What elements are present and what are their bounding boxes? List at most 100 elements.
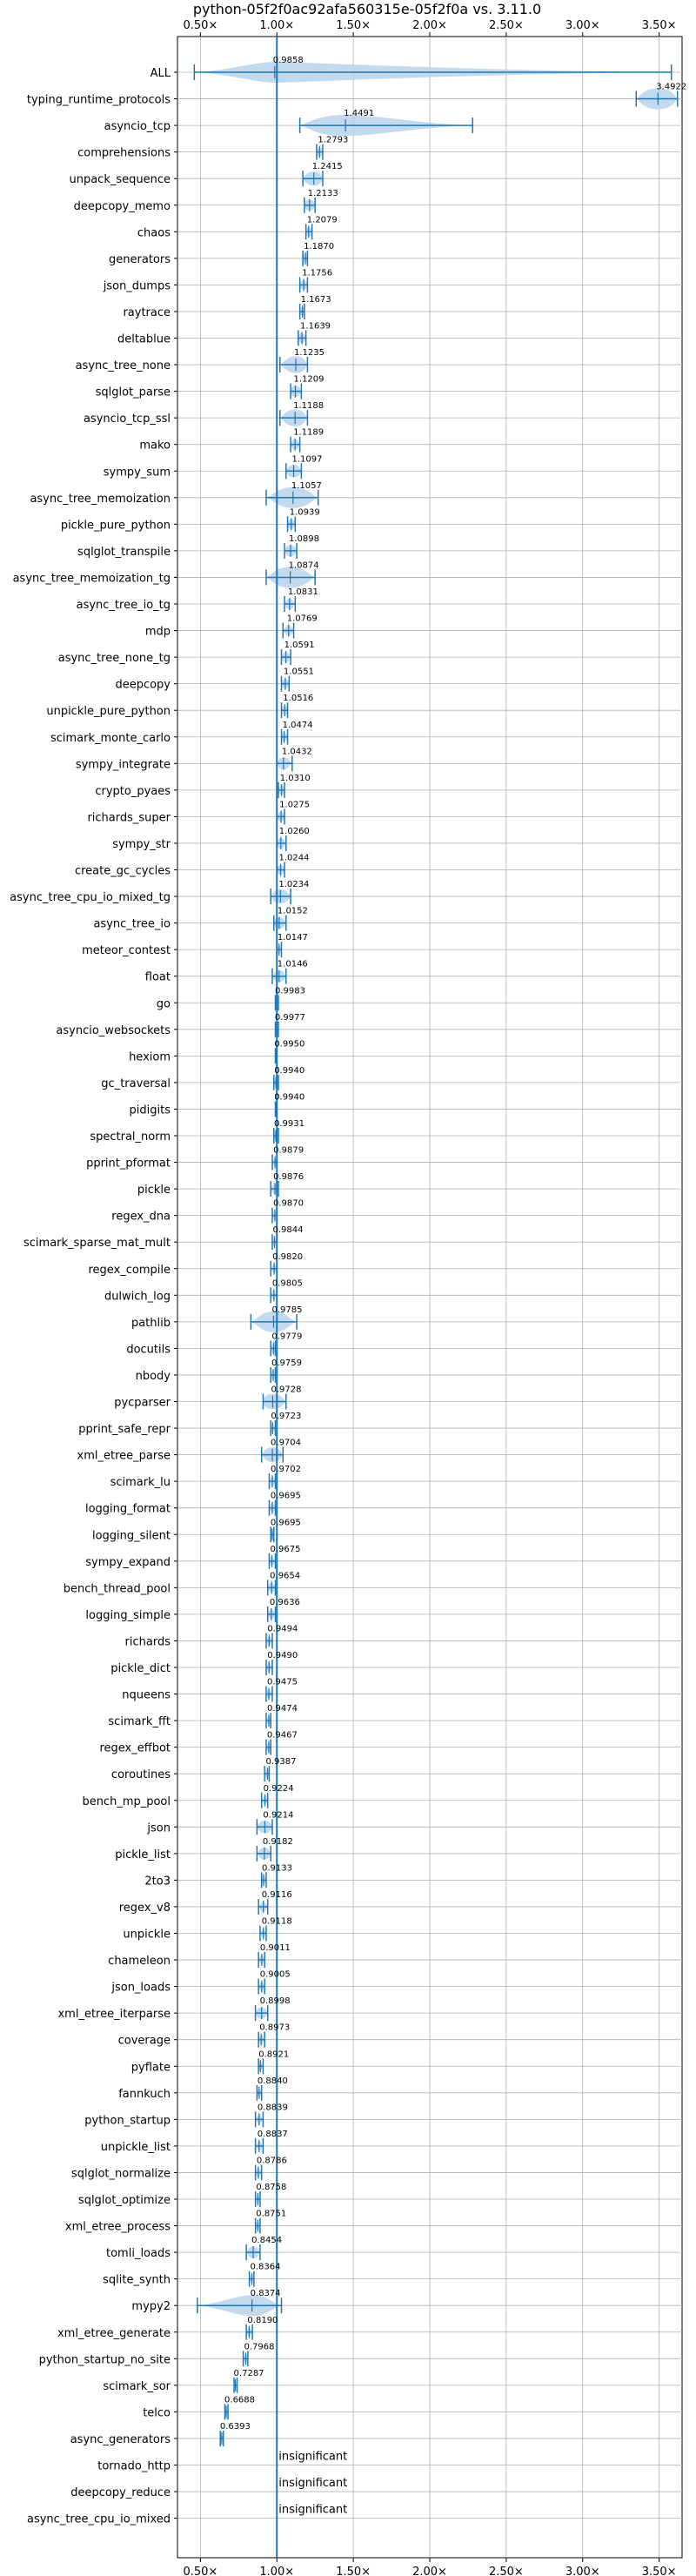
- insignificant-label: insignificant: [278, 2504, 347, 2517]
- value-label: 1.0591: [284, 641, 315, 650]
- value-label: 1.0275: [279, 800, 310, 809]
- tick-label-bottom: 2.50×: [489, 2566, 524, 2576]
- row-label: regex_effbot: [99, 1742, 171, 1755]
- row-label: richards_super: [87, 811, 171, 824]
- row-label: sqlglot_parse: [96, 386, 171, 399]
- row-label: async_tree_io_tg: [77, 599, 171, 612]
- row-label: chaos: [137, 226, 171, 239]
- row-label: float: [145, 971, 171, 984]
- row-label: pprint_pformat: [86, 1157, 171, 1171]
- row-label: unpickle_pure_python: [46, 705, 171, 718]
- value-label: 0.9214: [263, 1810, 293, 1820]
- value-label: 0.9005: [260, 1970, 291, 1980]
- value-label: 1.2133: [308, 189, 338, 198]
- value-label: 0.8786: [257, 2156, 287, 2165]
- row-label: meteor_contest: [82, 944, 171, 957]
- row-label: pickle_dict: [110, 1662, 171, 1675]
- row-label: scimark_monte_carlo: [50, 732, 171, 745]
- row-label: python_startup_no_site: [39, 2353, 171, 2366]
- value-label: 0.9940: [274, 1092, 304, 1102]
- row-label: pidigits: [130, 1104, 171, 1117]
- row-label: scimark_fft: [108, 1715, 171, 1728]
- row-label: regex_compile: [88, 1264, 171, 1277]
- tick-label-top: 3.50×: [642, 19, 677, 32]
- value-label: 0.8921: [258, 2049, 289, 2059]
- row-label: scimark_sparse_mat_mult: [23, 1237, 171, 1250]
- row-label: json: [146, 1821, 171, 1835]
- value-label: 1.1639: [300, 322, 331, 332]
- row-label: go: [157, 997, 171, 1010]
- value-label: 1.1209: [293, 375, 324, 385]
- row-label: deltablue: [117, 333, 171, 346]
- row-label: dulwich_log: [104, 1290, 171, 1303]
- tick-label-bottom: 1.50×: [336, 2566, 371, 2576]
- value-label: 1.4491: [344, 109, 374, 118]
- row-label: sympy_sum: [104, 466, 171, 479]
- row-label: deepcopy_reduce: [70, 2486, 171, 2499]
- tick-label-top: 2.00×: [412, 19, 447, 32]
- row-label: unpickle_list: [101, 2141, 171, 2154]
- value-label: 0.9805: [272, 1278, 303, 1288]
- value-label: 0.9011: [260, 1943, 291, 1953]
- value-label: 0.9133: [262, 1863, 292, 1873]
- value-label: 0.9723: [271, 1412, 301, 1421]
- value-label: 1.0769: [287, 614, 318, 624]
- tick-label-top: 1.50×: [336, 19, 371, 32]
- value-label: 1.1188: [293, 401, 324, 411]
- row-label: pickle: [137, 1184, 171, 1197]
- value-label: 0.9695: [271, 1518, 301, 1527]
- value-label: 0.9950: [274, 1039, 304, 1049]
- row-label: create_gc_cycles: [75, 865, 171, 878]
- row-label: async_generators: [70, 2433, 171, 2446]
- value-label: 1.0516: [283, 694, 313, 703]
- value-label: 0.7968: [244, 2342, 275, 2351]
- row-label: xml_etree_iterparse: [57, 2008, 171, 2021]
- value-label: 1.0234: [278, 880, 309, 889]
- value-label: 0.9224: [264, 1784, 294, 1794]
- value-label: 0.8190: [247, 2316, 278, 2325]
- row-label: tomli_loads: [106, 2247, 171, 2260]
- row-label: bench_thread_pool: [64, 1582, 171, 1595]
- row-label: generators: [109, 253, 171, 266]
- tick-label-bottom: 1.00×: [259, 2566, 294, 2576]
- value-label: 0.8364: [250, 2263, 280, 2272]
- row-label: async_tree_memoization: [30, 493, 171, 506]
- value-label: 0.9636: [270, 1598, 300, 1607]
- row-label: coverage: [118, 2035, 171, 2048]
- row-label: 2to3: [144, 1875, 171, 1888]
- value-label: 0.9870: [273, 1199, 304, 1209]
- value-label: 0.9387: [265, 1757, 296, 1767]
- value-label: 0.6393: [220, 2422, 251, 2432]
- value-label: 1.0939: [290, 507, 320, 517]
- value-label: 0.8758: [256, 2183, 286, 2192]
- row-label: unpickle: [123, 1929, 171, 1942]
- value-label: 1.0474: [283, 721, 313, 730]
- value-label: 0.9704: [271, 1439, 301, 1448]
- row-label: nqueens: [122, 1689, 171, 1702]
- value-label: 0.9983: [275, 986, 305, 996]
- value-label: 0.8840: [258, 2076, 288, 2086]
- value-label: 0.9977: [275, 1013, 305, 1023]
- row-label: fannkuch: [118, 2088, 171, 2101]
- row-label: python_startup: [84, 2114, 171, 2127]
- value-label: 0.8454: [251, 2236, 282, 2245]
- row-label: telco: [143, 2406, 171, 2419]
- value-label: 0.9779: [271, 1332, 302, 1341]
- value-label: 0.9695: [271, 1492, 301, 1501]
- value-label: 1.0874: [289, 560, 319, 570]
- tick-label-top: 0.50×: [183, 19, 218, 32]
- row-label: async_tree_memoization_tg: [13, 572, 171, 585]
- value-label: 0.9474: [267, 1704, 298, 1714]
- tick-label-top: 1.00×: [259, 19, 294, 32]
- row-label: nbody: [136, 1370, 171, 1383]
- value-label: 0.9182: [263, 1837, 293, 1847]
- value-label: 0.8998: [260, 1996, 291, 2006]
- value-label: 0.8751: [256, 2210, 286, 2219]
- row-label: scimark_lu: [110, 1476, 171, 1489]
- value-label: 1.1870: [304, 242, 334, 252]
- row-label: docutils: [126, 1343, 171, 1356]
- row-labels: ALL typing_runtime_protocols asyncio_tcpco…: [10, 67, 171, 2526]
- row-label: asyncio_tcp_ssl: [84, 413, 171, 426]
- row-label: chameleon: [108, 1955, 171, 1968]
- value-label: 1.1097: [292, 454, 323, 464]
